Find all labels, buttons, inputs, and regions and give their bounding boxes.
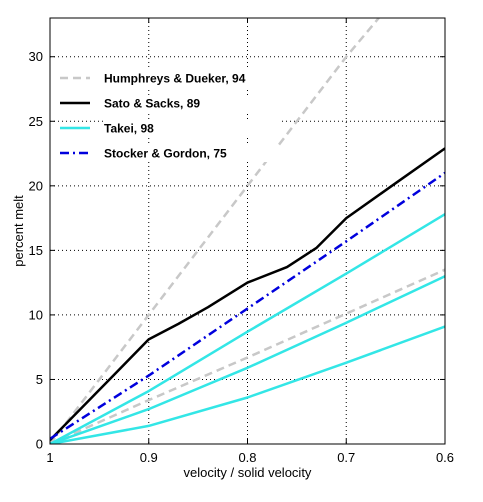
axis-ticks: 1 0.9 0.8 0.7 0.6 0 5 10 15 20 25 30 <box>29 18 454 465</box>
series-line <box>50 147 445 441</box>
x-tick-label: 0.8 <box>238 450 256 465</box>
legend-label: Sato & Sacks, 89 <box>104 97 200 111</box>
y-tick-label: 25 <box>29 114 43 129</box>
legend-label: Humphreys & Dueker, 94 <box>104 72 246 86</box>
series-line <box>50 268 445 444</box>
legend-entry-background <box>104 120 279 137</box>
series-lines <box>50 18 445 444</box>
legend-label: Takei, 98 <box>104 122 154 136</box>
y-tick-label: 10 <box>29 307 43 322</box>
legend-entry-background <box>104 95 279 112</box>
series-line <box>50 171 445 440</box>
x-tick-label: 0.6 <box>436 450 454 465</box>
legend: Humphreys & Dueker, 94 Sato & Sacks, 89 Ta… <box>60 70 279 162</box>
y-axis-label: percent melt <box>11 195 26 267</box>
y-tick-label: 0 <box>36 437 43 452</box>
y-tick-label: 5 <box>36 372 43 387</box>
x-tick-label: 0.9 <box>140 450 158 465</box>
y-tick-label: 20 <box>29 178 43 193</box>
y-tick-label: 15 <box>29 243 43 258</box>
legend-entry-background <box>104 70 279 87</box>
y-tick-label: 30 <box>29 49 43 64</box>
x-tick-label: 0.7 <box>337 450 355 465</box>
series-line <box>50 325 445 444</box>
series-line <box>50 18 380 444</box>
x-tick-label: 1 <box>46 450 53 465</box>
legend-entry-background <box>104 145 279 162</box>
x-axis-label: velocity / solid velocity <box>184 465 312 480</box>
grid <box>50 18 445 444</box>
legend-label: Stocker & Gordon, 75 <box>104 147 227 161</box>
series-line <box>50 275 445 444</box>
series-line <box>50 213 445 444</box>
